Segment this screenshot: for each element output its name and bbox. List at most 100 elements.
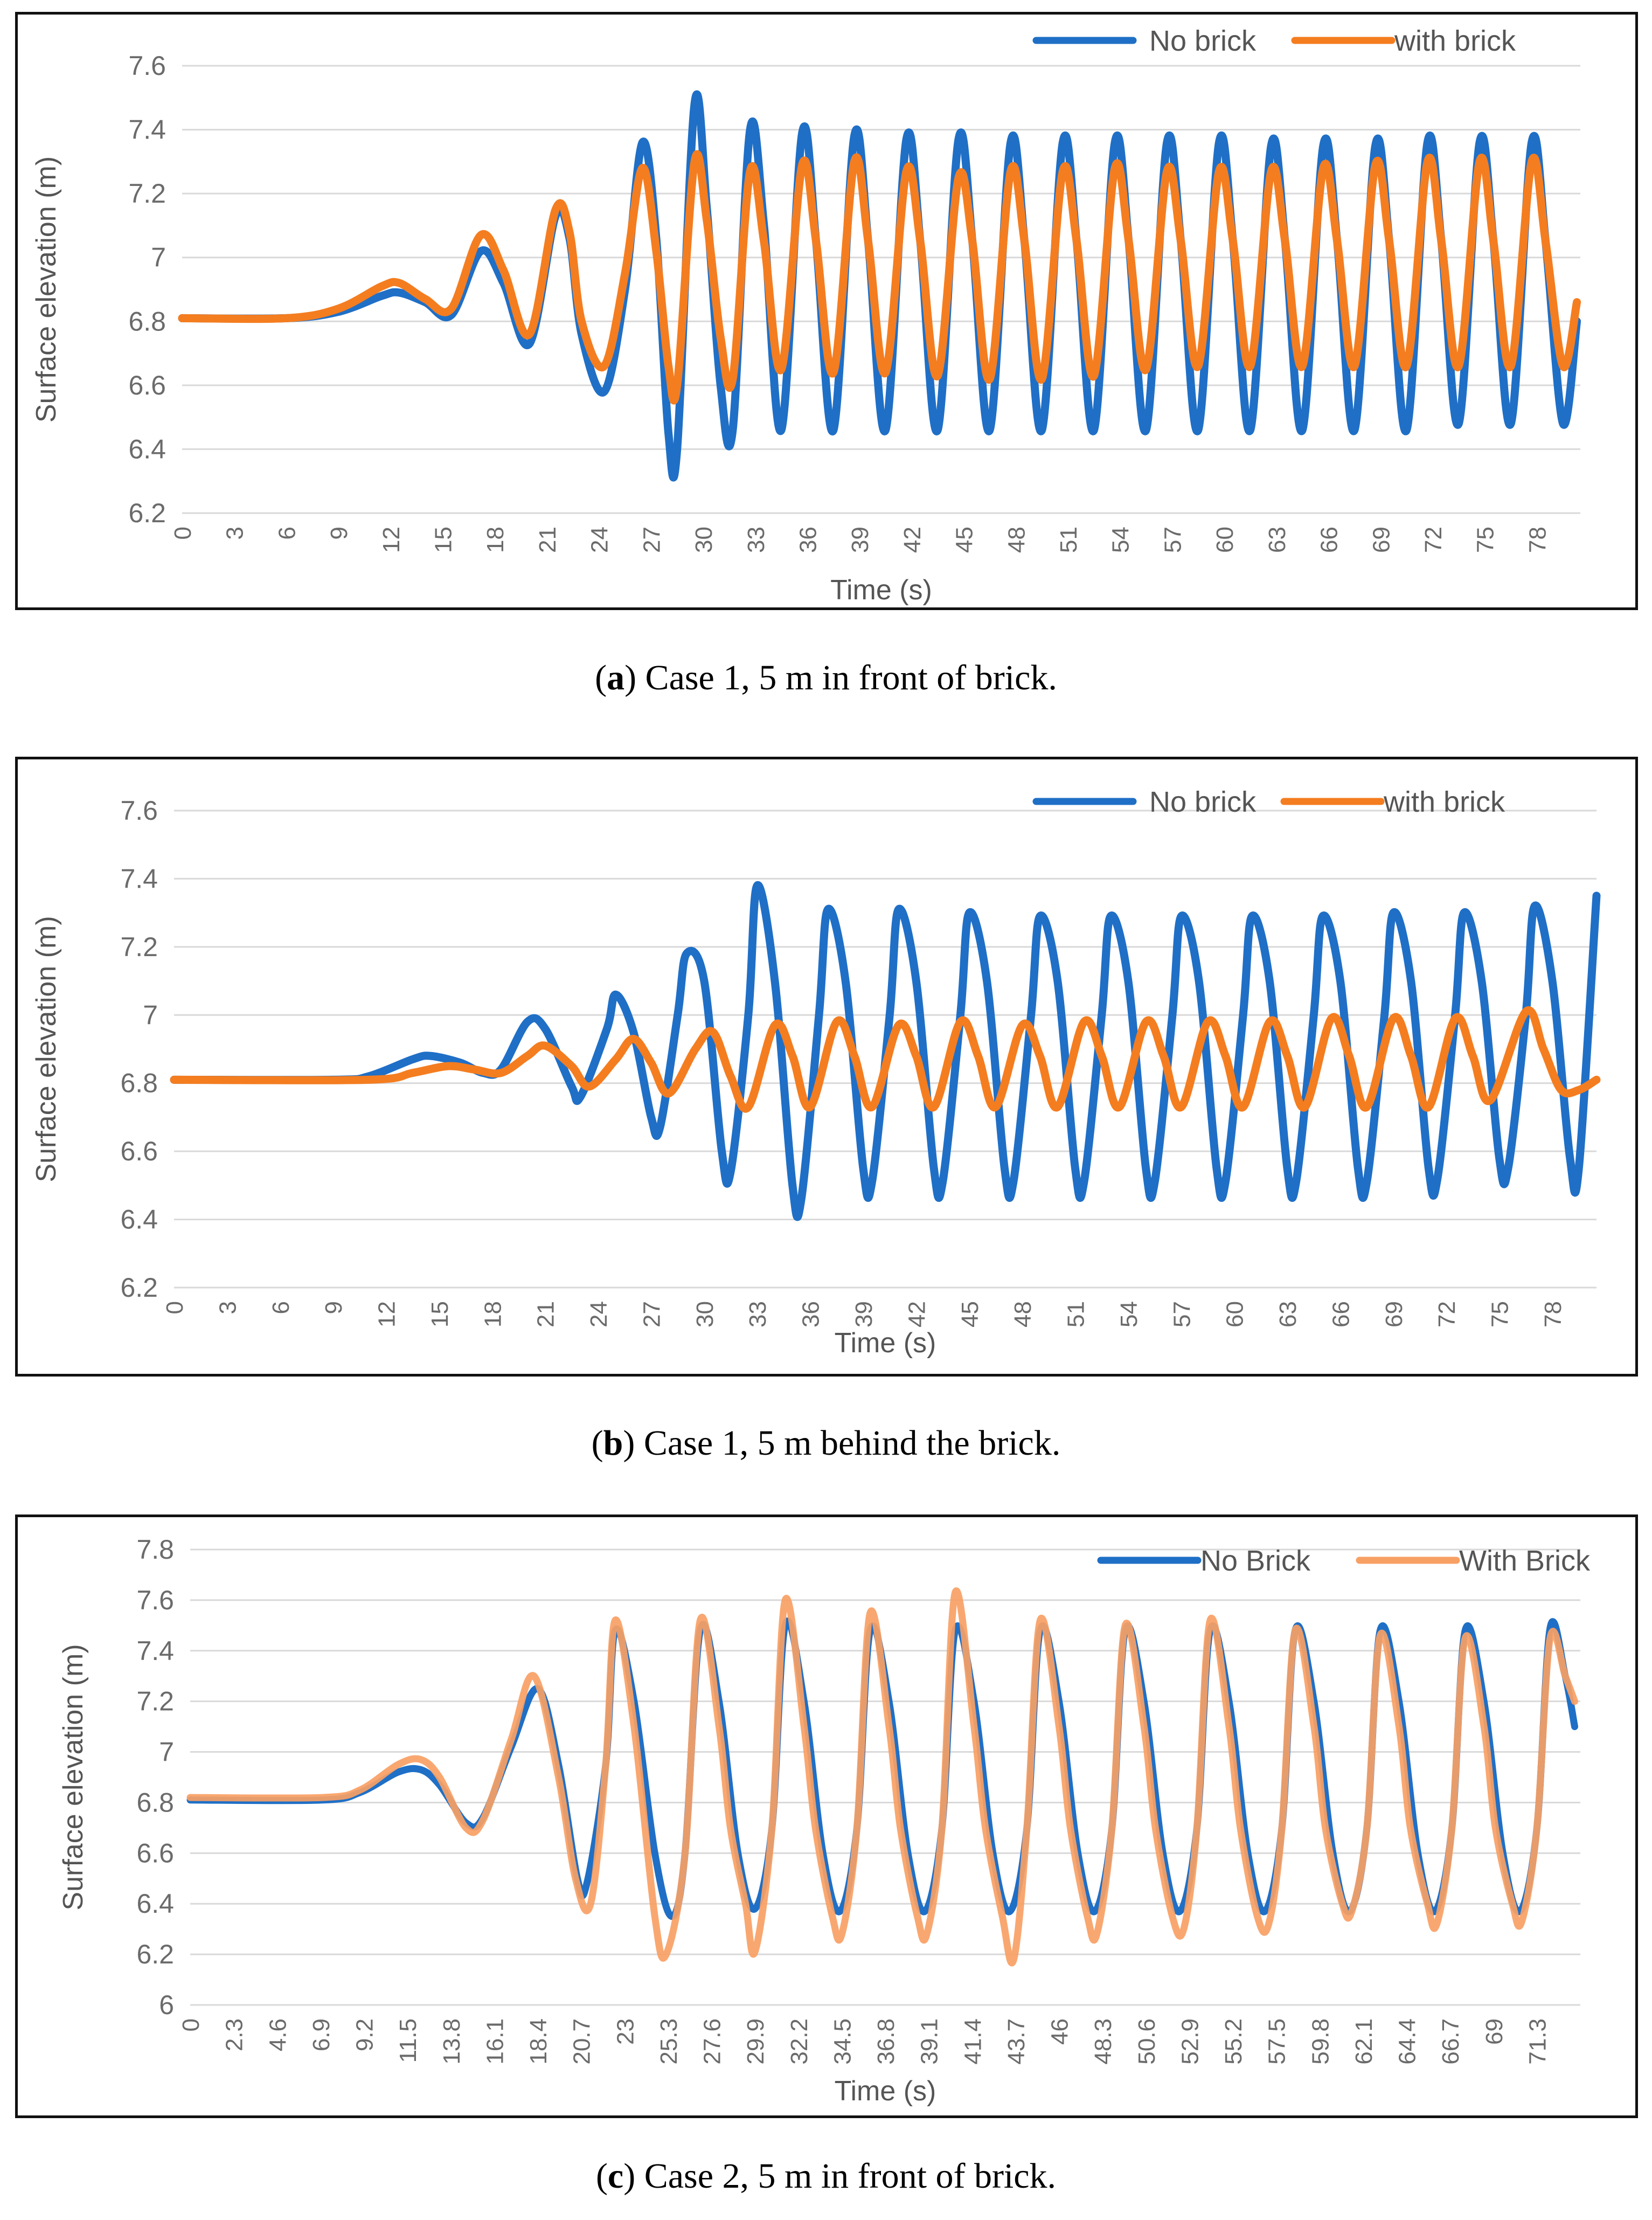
chart-a-x-tick-label: 54 [1108, 527, 1134, 553]
chart-c-x-tick-label: 18.4 [525, 2018, 552, 2065]
chart-c-x-axis: 0 2.3 4.6 6.9 9.2 11.5 13.8 16.1 18.4 20.7 23 25.3 2… [178, 2018, 1551, 2065]
chart-c-x-tick-label: 16.1 [482, 2018, 508, 2065]
chart-a-y-tick-label: 7.2 [128, 178, 166, 209]
chart-a-svg: 6.26.46.66.877.27.47.60 3 6 9 12 15 18 21 24 27 30… [31, 25, 1581, 606]
chart-a-x-tick-label: 39 [847, 527, 873, 553]
chart-c-x-tick-label: 11.5 [395, 2018, 421, 2063]
chart-c-x-tick-label: 0 [178, 2018, 204, 2031]
chart-c-x-tick-label: 66.7 [1438, 2018, 1464, 2065]
chart-c-y-tick-label: 6.8 [136, 1787, 174, 1817]
chart-b-x-tick-label: 24 [586, 1301, 612, 1327]
chart-c-legend: No Brick With Brick [1097, 1545, 1591, 1577]
chart-a-x-tick-label: 12 [378, 527, 405, 553]
chart-a-x-tick-label: 30 [691, 527, 717, 553]
caption-a-text: Case 1, 5 m in front of brick. [636, 658, 1057, 697]
chart-b-y-tick-label: 6.2 [120, 1272, 158, 1303]
chart-a-y-tick-label: 7.6 [128, 51, 166, 81]
chart-c-y-tick-label: 6.6 [136, 1838, 174, 1868]
chart-b-x-tick-label: 48 [1010, 1301, 1036, 1327]
chart-b-y-tick-label: 7.4 [120, 863, 158, 894]
chart-c-y-tick-label: 7 [159, 1737, 174, 1767]
chart-c-x-tick-label: 48.3 [1090, 2018, 1116, 2065]
chart-a-x-tick-label: 42 [899, 527, 926, 553]
caption-b: (b) Case 1, 5 m behind the brick. [591, 1423, 1061, 1463]
chart-b-x-tick-label: 63 [1275, 1301, 1301, 1327]
chart-c-x-tick-label: 32.2 [786, 2018, 813, 2065]
chart-b-y-tick-label: 7.2 [120, 932, 158, 962]
chart-c-y-tick-label: 7.2 [136, 1686, 174, 1717]
chart-a-x-tick-label: 66 [1316, 527, 1343, 553]
chart-b-x-tick-label: 66 [1328, 1301, 1355, 1327]
chart-b-x-axis-title: Time (s) [835, 1327, 936, 1359]
chart-a-x-tick-label: 27 [638, 527, 665, 553]
chart-b-x-tick-label: 45 [957, 1301, 983, 1327]
chart-c-x-tick-label: 36.8 [873, 2018, 899, 2065]
chart-c-x-tick-label: 64.4 [1394, 2018, 1421, 2065]
chart-c-y-tick-label: 7.8 [136, 1534, 174, 1565]
chart-c-x-tick-label: 2.3 [221, 2018, 248, 2051]
chart-c-x-axis-title: Time (s) [835, 2076, 936, 2107]
chart-c-y-axis-title: Surface elevation (m) [58, 1644, 89, 1910]
chart-c-y-axis: 6 6.2 6.4 6.6 6.8 7 7.2 7.4 7.6 7.8 [136, 1534, 174, 2020]
chart-a-x-tick-label: 57 [1160, 527, 1186, 553]
chart-c-x-tick-label: 59.8 [1307, 2018, 1334, 2065]
chart-c-x-tick-label: 55.2 [1220, 2018, 1247, 2065]
chart-c-x-tick-label: 57.5 [1264, 2018, 1290, 2065]
chart-c-x-tick-label: 39.1 [917, 2018, 943, 2065]
chart-b-x-tick-label: 51 [1063, 1301, 1089, 1327]
chart-c-x-tick-label: 46 [1047, 2018, 1073, 2045]
caption-c-text: Case 2, 5 m in front of brick. [635, 2156, 1057, 2196]
caption-a: (a) Case 1, 5 m in front of brick. [595, 658, 1057, 697]
chart-a-x-tick-label: 33 [743, 527, 769, 553]
chart-b-x-tick-label: 36 [798, 1301, 824, 1327]
chart-c-x-tick-label: 25.3 [656, 2018, 682, 2065]
chart-c-y-tick-label: 6 [159, 1990, 174, 2020]
chart-c-y-tick-label: 7.4 [136, 1636, 174, 1666]
chart-b-x-tick-label: 18 [480, 1301, 506, 1327]
caption-a-label: a [607, 658, 625, 697]
chart-c-x-tick-label: 9.2 [352, 2018, 378, 2051]
chart-a-y-tick-label: 6.8 [128, 306, 166, 336]
chart-b-legend-label-with-brick: with brick [1383, 786, 1505, 818]
chart-c-x-tick-label: 71.3 [1524, 2018, 1551, 2065]
chart-c-x-tick-label: 6.9 [308, 2018, 335, 2051]
chart-a-legend-label-no-brick: No brick [1149, 25, 1257, 57]
chart-b-y-tick-label: 6.4 [120, 1205, 158, 1235]
chart-a-x-tick-label: 45 [952, 527, 978, 553]
chart-a-legend-label-with-brick: with brick [1394, 25, 1516, 57]
chart-b-x-tick-label: 42 [904, 1301, 930, 1327]
chart-b-x-tick-label: 12 [374, 1301, 400, 1327]
chart-b-x-tick-label: 30 [692, 1301, 718, 1327]
chart-b-y-axis-title: Surface elevation (m) [31, 916, 62, 1182]
chart-b-y-tick-label: 7 [143, 1000, 158, 1030]
chart-c-x-tick-label: 23 [612, 2018, 638, 2045]
chart-b-x-tick-label: 9 [321, 1301, 347, 1314]
caption-b-text: Case 1, 5 m behind the brick. [635, 1423, 1061, 1463]
chart-b-x-axis: 0 3 6 9 12 15 18 21 24 27 30 33 36 39 42 45 48 51 54 57 60 63… [162, 1301, 1566, 1327]
caption-b-label: b [603, 1423, 623, 1463]
chart-b-svg: 6.26.46.66.877.27.47.60 3 6 9 12 15 18 21 24 27 30… [31, 786, 1601, 1359]
chart-b-x-tick-label: 39 [851, 1301, 877, 1327]
chart-a-x-tick-label: 24 [587, 527, 613, 553]
chart-b-x-tick-label: 60 [1222, 1301, 1248, 1327]
chart-c-x-tick-label: 41.4 [960, 2018, 986, 2065]
chart-b-y-tick-label: 7.6 [120, 796, 158, 826]
chart-a-x-tick-label: 0 [170, 527, 196, 540]
chart-b-x-tick-label: 33 [745, 1301, 771, 1327]
chart-b-x-tick-label: 3 [214, 1301, 241, 1314]
chart-b-x-tick-label: 27 [639, 1301, 665, 1327]
chart-c-x-tick-label: 20.7 [569, 2018, 595, 2065]
chart-a-y-tick-label: 6.4 [128, 434, 166, 464]
chart-a-y-tick-label: 7.4 [128, 115, 166, 145]
chart-a-x-tick-label: 78 [1524, 527, 1551, 553]
chart-a-y-axis: 6.2 6.4 6.6 6.8 7 7.2 7.4 7.6 [128, 51, 166, 528]
chart-b-legend-label-no-brick: No brick [1149, 786, 1257, 818]
chart-b-y-axis: 6.2 6.4 6.6 6.8 7 7.2 7.4 7.6 [120, 796, 158, 1303]
chart-a-y-tick-label: 6.6 [128, 370, 166, 400]
chart-b-y-tick-label: 6.8 [120, 1068, 158, 1098]
chart-c-x-tick-label: 34.5 [829, 2018, 856, 2065]
chart-b-x-tick-label: 6 [268, 1301, 294, 1314]
chart-panel-b: 6.2 6.4 6.6 6.8 7 7.2 7.4 7.6 0 3 6 9 12 15 18 21 24 27 30… [15, 757, 1638, 1377]
chart-c-x-tick-label: 62.1 [1351, 2018, 1377, 2065]
chart-a-x-tick-label: 6 [274, 527, 300, 540]
